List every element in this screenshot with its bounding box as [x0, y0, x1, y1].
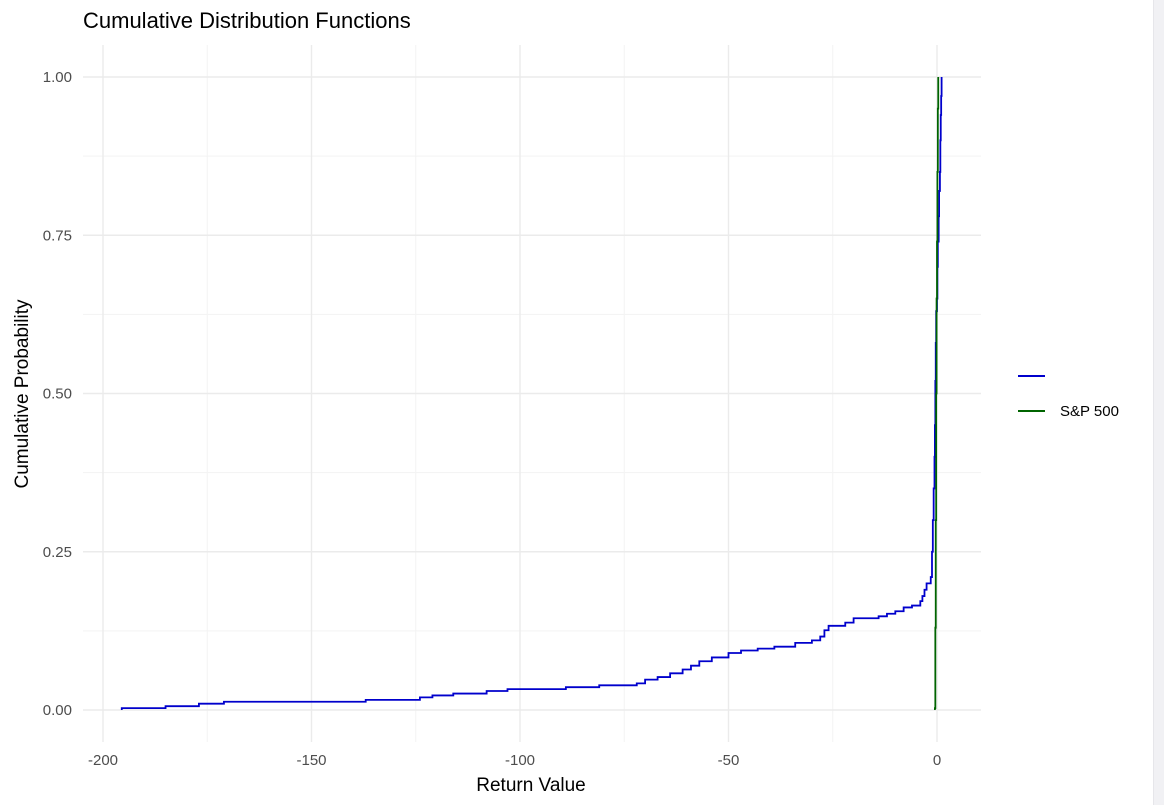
y-tick-label: 0.25 — [43, 544, 72, 561]
y-tick-label: 1.00 — [43, 69, 72, 86]
minor-gridlines — [83, 45, 981, 742]
y-tick-label: 0.75 — [43, 227, 72, 244]
x-tick-label: -100 — [505, 752, 535, 769]
x-tick-label: -200 — [88, 752, 118, 769]
x-tick-label: 0 — [933, 752, 941, 769]
y-tick-label: 0.00 — [43, 702, 72, 719]
x-axis-ticks: -200 -150 -100 -50 0 — [88, 752, 941, 769]
major-gridlines — [83, 45, 981, 742]
x-tick-label: -50 — [718, 752, 740, 769]
legend-label-2: S&P 500 — [1060, 403, 1119, 420]
y-axis-title: Cumulative Probability — [12, 299, 33, 489]
y-axis-ticks: 0.00 0.25 0.50 0.75 1.00 — [43, 69, 72, 719]
legend: S&P 500 — [1018, 375, 1119, 420]
y-tick-label: 0.50 — [43, 386, 72, 403]
chart-title: Cumulative Distribution Functions — [83, 8, 411, 33]
x-axis-title: Return Value — [476, 775, 586, 796]
series-layer — [120, 77, 943, 710]
series-line-2 — [934, 77, 940, 710]
vertical-scrollbar[interactable] — [1153, 0, 1164, 805]
x-tick-label: -150 — [296, 752, 326, 769]
